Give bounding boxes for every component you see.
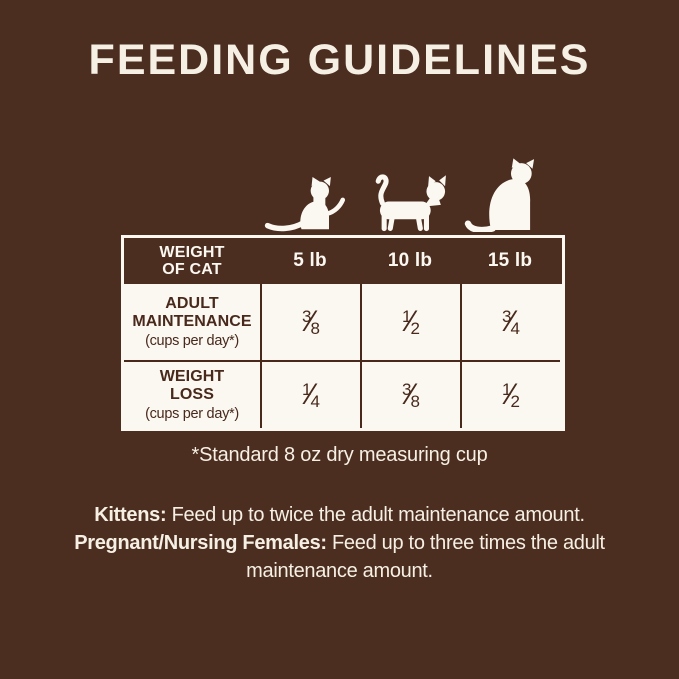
fraction-denominator: 2 <box>510 392 520 411</box>
row-sublabel: (cups per day*) <box>145 333 239 350</box>
table-row-weight-loss: WEIGHT LOSS (cups per day*) 1⁄4 3⁄8 1⁄2 <box>124 360 562 428</box>
cat-silhouettes-row <box>121 155 565 232</box>
fraction-slash: ⁄ <box>408 305 414 338</box>
column-header-5lb: 5 lb <box>293 250 327 271</box>
fraction-denominator: 8 <box>410 392 420 411</box>
fraction-denominator: 8 <box>310 319 320 338</box>
fraction-denominator: 4 <box>310 392 320 411</box>
fraction-denominator: 4 <box>510 319 520 338</box>
value-loss-10lb: 3⁄8 <box>360 360 460 428</box>
row-label-line2: MAINTENANCE <box>132 313 252 330</box>
fraction-slash: ⁄ <box>508 305 514 338</box>
row-sublabel: (cups per day*) <box>145 406 239 423</box>
row-label-line2: LOSS <box>170 386 214 403</box>
value-loss-15lb: 1⁄2 <box>460 360 560 428</box>
column-header-15lb: 15 lb <box>487 250 533 271</box>
adult-cat-sitting-icon <box>464 158 550 232</box>
pregnant-nursing-note-label: Pregnant/Nursing Females: <box>74 532 327 554</box>
fraction-numerator: 1 <box>302 380 312 399</box>
fraction-slash: ⁄ <box>508 378 514 411</box>
fraction-value: 3⁄8 <box>402 378 420 412</box>
row-label-weight-loss: WEIGHT LOSS (cups per day*) <box>124 360 260 428</box>
fraction-value: 3⁄4 <box>502 305 520 339</box>
feeding-table: WEIGHT OF CAT 5 lb 10 lb 15 lb ADULT MAI… <box>121 235 565 431</box>
pregnant-nursing-note: Pregnant/Nursing Females: Feed up to thr… <box>40 529 640 585</box>
kittens-note-text: Feed up to twice the adult maintenance a… <box>171 504 585 526</box>
fraction-value: 1⁄2 <box>502 378 520 412</box>
table-header-row: WEIGHT OF CAT 5 lb 10 lb 15 lb <box>124 238 562 284</box>
adult-cat-walking-icon <box>361 166 453 232</box>
kittens-note: Kittens: Feed up to twice the adult main… <box>40 501 640 529</box>
fraction-numerator: 1 <box>402 307 412 326</box>
adult-cat-sitting-cell <box>457 155 557 232</box>
row-label-line1: WEIGHT <box>159 367 225 385</box>
measuring-cup-footnote: *Standard 8 oz dry measuring cup <box>191 444 488 466</box>
kittens-note-label: Kittens: <box>94 504 167 526</box>
row-label-adult-maintenance: ADULT MAINTENANCE (cups per day*) <box>124 284 260 360</box>
fraction-numerator: 3 <box>302 307 312 326</box>
fraction-slash: ⁄ <box>408 378 414 411</box>
value-adult-10lb: 1⁄2 <box>360 284 460 360</box>
fraction-slash: ⁄ <box>308 378 314 411</box>
row-label-line1: ADULT <box>165 294 219 312</box>
feeding-notes: Kittens: Feed up to twice the adult main… <box>40 501 640 585</box>
pregnant-nursing-note-text: Feed up to three times the adult mainten… <box>246 532 605 582</box>
value-loss-5lb: 1⁄4 <box>260 360 360 428</box>
page-title: FEEDING GUIDELINES <box>88 36 591 84</box>
cat-cell-5lb <box>257 155 357 232</box>
fraction-slash: ⁄ <box>308 305 314 338</box>
fraction-numerator: 1 <box>502 380 512 399</box>
weight-of-cat-line1: WEIGHT <box>159 243 225 261</box>
fraction-numerator: 3 <box>502 307 512 326</box>
kitten-sitting-icon <box>263 177 351 232</box>
fraction-value: 1⁄4 <box>302 378 320 412</box>
fraction-numerator: 3 <box>402 380 412 399</box>
value-adult-5lb: 3⁄8 <box>260 284 360 360</box>
weight-of-cat-header: WEIGHT OF CAT <box>124 244 260 279</box>
fraction-value: 3⁄8 <box>302 305 320 339</box>
fraction-value: 1⁄2 <box>402 305 420 339</box>
fraction-denominator: 2 <box>410 319 420 338</box>
weight-of-cat-line2: OF CAT <box>162 261 222 278</box>
value-adult-15lb: 3⁄4 <box>460 284 560 360</box>
column-header-10lb: 10 lb <box>387 250 433 271</box>
cats-spacer-cell <box>121 155 257 232</box>
table-row-adult-maintenance: ADULT MAINTENANCE (cups per day*) 3⁄8 1⁄… <box>124 284 562 360</box>
cat-cell-10lb <box>357 155 457 232</box>
